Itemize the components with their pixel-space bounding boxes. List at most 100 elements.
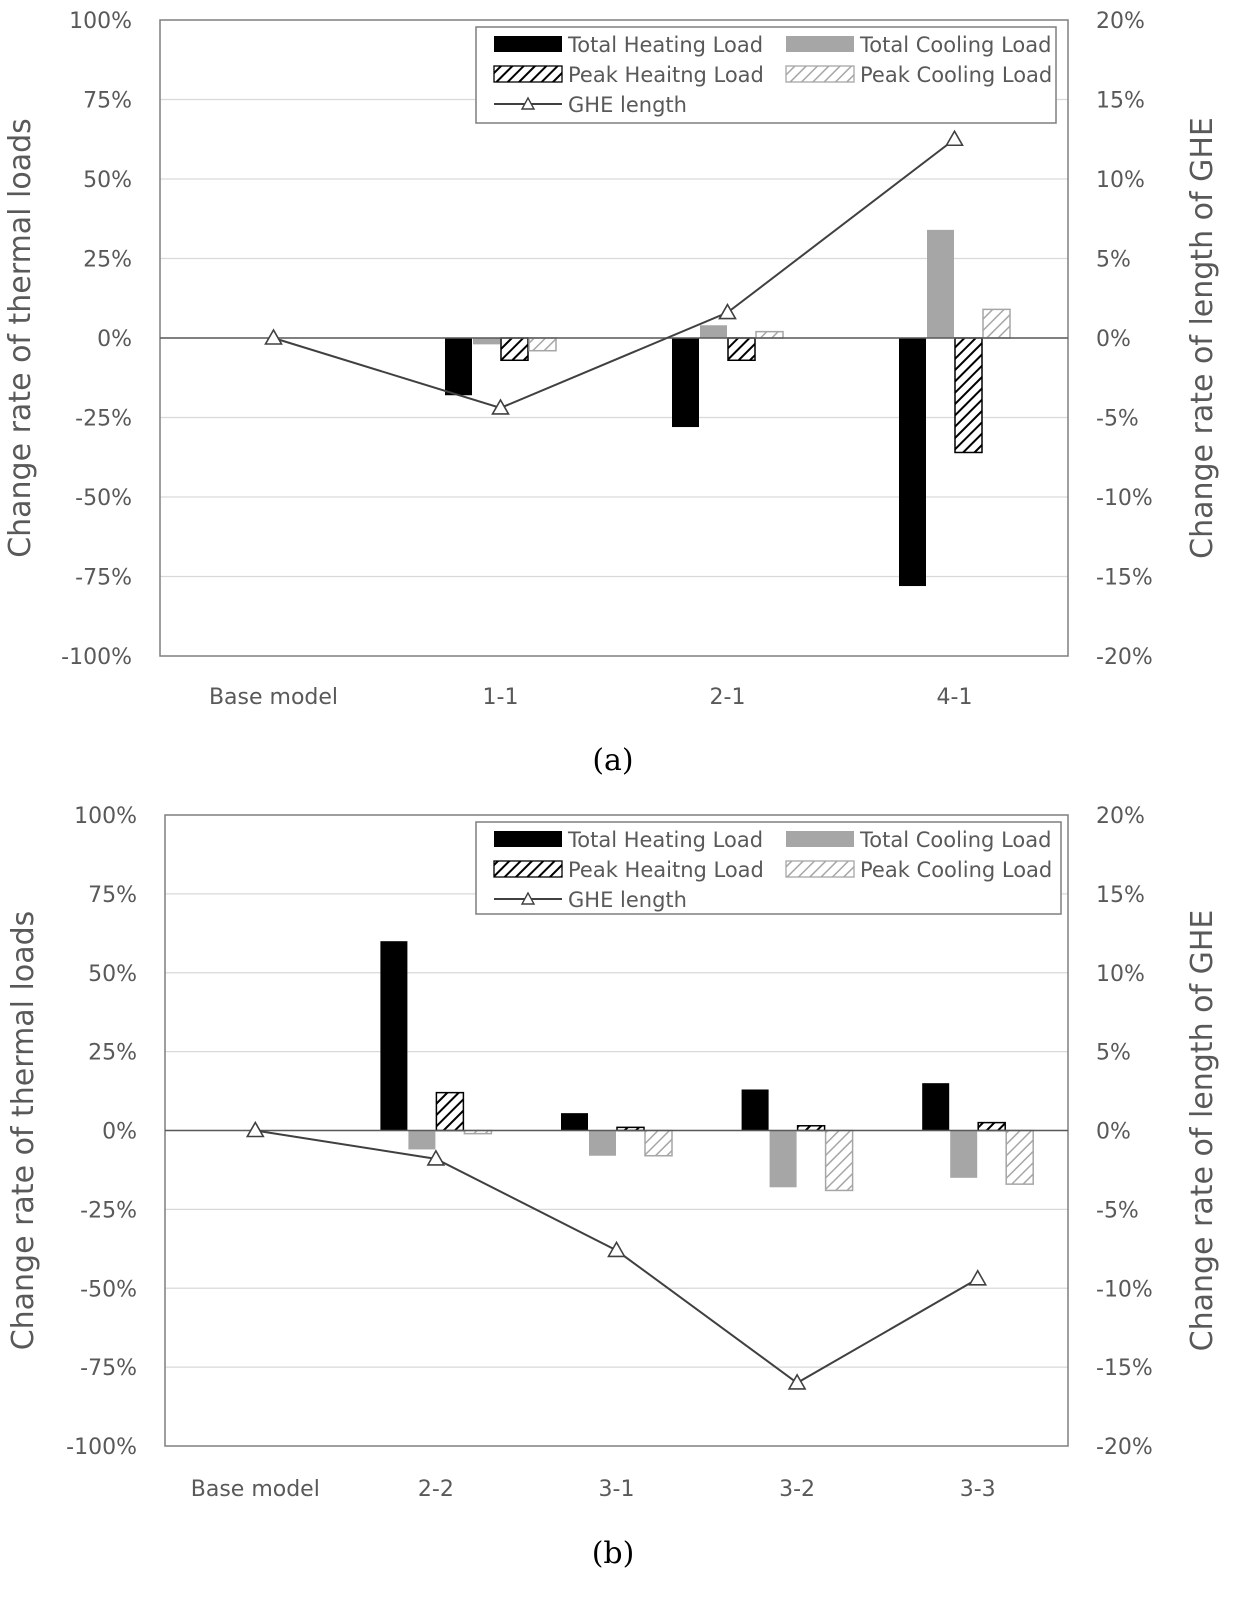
category-label: 1-1 xyxy=(483,685,519,710)
bar xyxy=(435,1091,465,1132)
legend-swatch xyxy=(785,860,855,878)
bar xyxy=(445,338,472,396)
bar xyxy=(644,1129,673,1157)
legend: Total Heating Load Total Cooling Load Peak… xyxy=(475,821,1062,915)
legend-swatch-marker xyxy=(520,96,536,110)
y-tick-label: 75% xyxy=(88,883,137,908)
category-label: 4-1 xyxy=(937,685,973,710)
bar xyxy=(561,1113,588,1131)
y-tick-label: -25% xyxy=(80,1198,137,1223)
bar xyxy=(927,229,954,338)
ghe-length-point xyxy=(787,1373,807,1390)
y-tick-label: 0% xyxy=(97,327,132,352)
y2-tick-label: -10% xyxy=(1096,1277,1153,1302)
ghe-length-point xyxy=(491,398,510,415)
y2-axis-title: Change rate of length of GHE xyxy=(1185,117,1220,559)
y2-tick-label: -20% xyxy=(1096,1435,1153,1460)
ghe-length-point xyxy=(945,129,964,147)
bar xyxy=(727,337,756,362)
legend-frame xyxy=(475,26,1057,124)
legend: Total Heating Load Total Cooling Load Peak… xyxy=(475,26,1057,124)
y-tick-label: 50% xyxy=(88,962,137,987)
legend-swatch xyxy=(494,36,562,52)
category-label: 3-3 xyxy=(960,1477,996,1502)
legend-swatch xyxy=(786,36,854,52)
y-tick-label: 100% xyxy=(74,804,137,829)
category-label: Base model xyxy=(191,1477,320,1502)
bar xyxy=(741,1089,769,1131)
category-label: Base model xyxy=(209,685,338,710)
legend-label: Peak Heaitng Load xyxy=(568,858,764,882)
legend-label: Total Heating Load xyxy=(567,33,763,57)
y-tick-label: 100% xyxy=(69,9,132,34)
bar xyxy=(408,1130,436,1150)
figure-caption: (a) xyxy=(592,743,633,778)
y2-tick-label: 10% xyxy=(1096,962,1145,987)
legend-label: Total Cooling Load xyxy=(859,33,1051,57)
bar xyxy=(755,330,784,339)
y-axis-title: Change rate of thermal loads xyxy=(6,911,41,1351)
ghe-length-point xyxy=(426,1149,446,1166)
legend-label: Peak Cooling Load xyxy=(860,63,1052,87)
legend-swatch xyxy=(494,831,562,847)
y2-tick-label: -5% xyxy=(1096,1198,1139,1223)
bar xyxy=(1005,1129,1034,1185)
category-label: 3-1 xyxy=(599,1477,635,1502)
figure-caption: (b) xyxy=(592,1536,635,1571)
bar xyxy=(500,337,529,362)
bar xyxy=(922,1083,950,1131)
y-tick-label: 25% xyxy=(88,1041,137,1066)
y-tick-label: 50% xyxy=(83,168,132,193)
legend-swatch xyxy=(786,831,854,847)
y2-tick-label: -10% xyxy=(1096,486,1153,511)
y-tick-label: 75% xyxy=(83,89,132,114)
bar xyxy=(954,337,983,454)
y2-tick-label: 15% xyxy=(1096,883,1145,908)
legend-label: Peak Cooling Load xyxy=(860,858,1052,882)
y2-tick-label: -15% xyxy=(1096,566,1153,591)
bar xyxy=(769,1130,797,1188)
bar xyxy=(982,308,1011,339)
bar xyxy=(672,338,699,428)
y2-tick-label: 20% xyxy=(1096,9,1145,34)
y-tick-label: -75% xyxy=(80,1356,137,1381)
y2-tick-label: 20% xyxy=(1096,804,1145,829)
y-tick-label: -50% xyxy=(80,1277,137,1302)
ghe-length-point xyxy=(264,328,283,345)
chart-panel-a: 100% 75% 50% 25% 0% -25% -50% -75% -100% 20% 15% 10… xyxy=(3,9,1220,778)
legend-swatch xyxy=(493,65,563,83)
chart-panel-b: 100% 75% 50% 25% 0% -25% -50% -75% -100% 20% 15% 10… xyxy=(6,804,1220,1571)
y2-axis-title: Change rate of length of GHE xyxy=(1185,910,1220,1352)
ghe-length-line xyxy=(273,138,956,410)
bar xyxy=(380,941,408,1131)
bar xyxy=(899,338,926,587)
y-tick-label: 25% xyxy=(83,248,132,273)
bar xyxy=(700,325,727,338)
y-tick-label: -75% xyxy=(75,566,132,591)
legend-frame xyxy=(475,821,1062,915)
legend-swatch-marker xyxy=(520,891,536,905)
legend-swatch xyxy=(785,65,855,83)
y-tick-label: -100% xyxy=(66,1435,137,1460)
ghe-length-point xyxy=(245,1120,265,1138)
y-tick-label: -100% xyxy=(61,645,132,670)
y2-tick-label: -5% xyxy=(1096,407,1139,432)
y2-tick-label: 5% xyxy=(1096,1041,1131,1066)
category-label: 2-1 xyxy=(710,685,746,710)
y-tick-label: -25% xyxy=(75,407,132,432)
y2-tick-label: 15% xyxy=(1096,89,1145,114)
ghe-length-point xyxy=(718,302,737,320)
legend-label: GHE length xyxy=(568,888,687,912)
ghe-length-point xyxy=(607,1240,626,1258)
legend-label: Peak Heaitng Load xyxy=(568,63,764,87)
legend-label: GHE length xyxy=(568,93,687,117)
bar xyxy=(473,338,500,345)
category-label: 3-2 xyxy=(779,1477,815,1502)
y2-tick-label: 0% xyxy=(1096,327,1131,352)
legend-swatch xyxy=(493,860,563,878)
category-label: 2-2 xyxy=(418,1477,454,1502)
y2-tick-label: -15% xyxy=(1096,1356,1153,1381)
ghe-length-point xyxy=(968,1269,988,1286)
bar xyxy=(528,337,557,352)
